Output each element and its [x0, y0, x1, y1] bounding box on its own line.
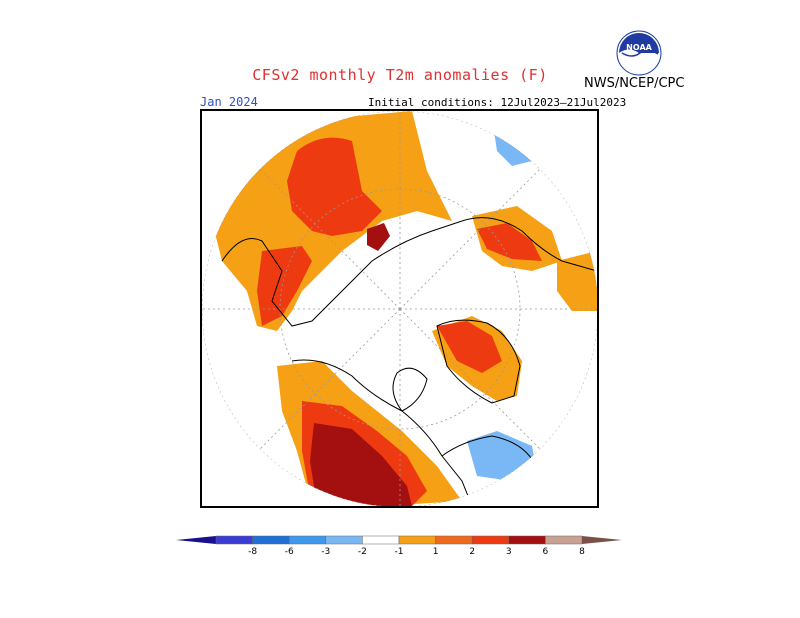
- map-canvas: [202, 111, 597, 506]
- colorbar-swatch: [252, 535, 290, 545]
- colorbar-tick-label: 3: [506, 547, 512, 557]
- colorbar-left-arrow: [176, 536, 216, 544]
- colorbar-swatch: [362, 535, 400, 545]
- colorbar-labels: -8 -6 -3 -2 -1 1 2 3 6 8: [248, 547, 585, 557]
- colorbar-swatch: [288, 535, 327, 545]
- colorbar-tick-label: 8: [579, 547, 585, 557]
- colorbar-swatch: [398, 535, 436, 545]
- colorbar: -8 -6 -3 -2 -1 1 2 3 6 8: [176, 535, 622, 557]
- colorbar-tick-label: 6: [543, 547, 549, 557]
- colorbar-swatch: [435, 535, 473, 545]
- polar-map: [200, 109, 599, 508]
- colorbar-tick-label: 2: [469, 547, 475, 557]
- colorbar-swatch: [508, 535, 546, 545]
- svg-text:NOAA: NOAA: [626, 43, 652, 52]
- colorbar-swatch: [215, 535, 253, 545]
- colorbar-tick-label: 1: [433, 547, 439, 557]
- graticule: [202, 111, 597, 506]
- target-month: Jan 2024: [200, 95, 258, 109]
- anomaly-siberia-red: [287, 137, 382, 236]
- colorbar-right-arrow: [582, 536, 622, 544]
- anomaly-europe-east: [557, 251, 597, 311]
- colorbar-tick-label: -3: [321, 547, 330, 557]
- colorbar-tick-label: -8: [248, 547, 257, 557]
- colorbar-swatch: [545, 535, 583, 545]
- anomaly-greenland-red: [437, 321, 502, 373]
- anomaly-siberia-darkred: [367, 223, 390, 251]
- agency-label: NWS/NCEP/CPC: [584, 76, 685, 91]
- colorbar-tick-label: -2: [358, 547, 367, 557]
- anomaly-siberia-red2: [257, 246, 312, 326]
- initial-conditions: Initial conditions: 12Jul2023–21Jul2023: [368, 96, 627, 109]
- anomaly-northamerica-darkred: [310, 423, 412, 506]
- coastlines: [221, 217, 597, 506]
- anomaly-europe-red: [477, 223, 542, 261]
- colorbar-swatch: [471, 535, 510, 545]
- colorbar-swatch: [325, 535, 363, 545]
- map-title: CFSv2 monthly T2m anomalies (F): [252, 66, 548, 84]
- colorbar-tick-label: -6: [285, 547, 294, 557]
- noaa-logo: NOAA: [616, 30, 662, 76]
- anomaly-norway-blue: [494, 131, 532, 166]
- colorbar-swatches: [215, 535, 583, 545]
- colorbar-tick-label: -1: [395, 547, 404, 557]
